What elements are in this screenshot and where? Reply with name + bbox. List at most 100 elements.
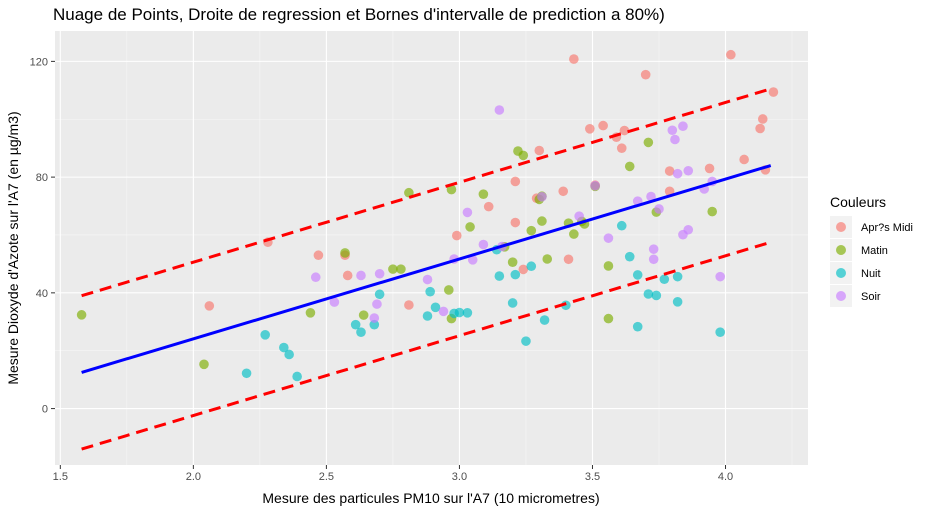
y-tick-label: 80	[36, 172, 48, 184]
data-point	[284, 349, 294, 360]
lines-layer	[81, 87, 772, 451]
data-point	[478, 239, 489, 250]
data-point	[542, 254, 553, 264]
data-point	[241, 368, 252, 379]
legend-swatch	[836, 268, 846, 278]
data-point	[670, 134, 680, 145]
data-point	[462, 308, 473, 318]
data-point	[518, 264, 529, 275]
x-tick-label: 4.0	[718, 471, 733, 483]
legend-label: Matin	[861, 245, 888, 257]
data-point	[526, 225, 537, 236]
data-point	[292, 371, 302, 382]
data-point	[451, 230, 462, 241]
data-point	[624, 251, 635, 262]
lower-bound-line	[81, 240, 772, 451]
data-point	[619, 125, 630, 136]
data-point	[574, 211, 584, 221]
data-point	[632, 270, 643, 280]
data-point	[462, 207, 473, 218]
legend-swatch	[836, 222, 846, 232]
data-point	[313, 250, 324, 261]
x-tick-label: 3.0	[452, 471, 467, 483]
data-point	[667, 125, 678, 136]
data-point	[643, 289, 654, 299]
data-point	[430, 302, 441, 313]
data-point	[603, 313, 614, 324]
data-point	[369, 319, 380, 330]
data-point	[388, 264, 398, 274]
legend-title: Couleurs	[830, 194, 886, 210]
data-point	[310, 272, 321, 283]
data-point	[768, 87, 779, 97]
data-point	[569, 229, 579, 239]
panel-background	[55, 31, 808, 465]
x-tick-label: 1.5	[53, 471, 68, 483]
data-point	[342, 270, 353, 281]
legend-swatch	[836, 291, 846, 301]
regression-line	[81, 164, 772, 374]
data-point	[404, 300, 414, 310]
grid-minor	[55, 31, 808, 465]
chart-title: Nuage de Points, Droite de regression et…	[53, 5, 665, 24]
data-point	[199, 359, 209, 370]
points-layer	[76, 49, 779, 382]
data-point	[659, 274, 670, 285]
data-point	[757, 114, 768, 124]
data-point	[374, 289, 385, 300]
data-point	[350, 319, 361, 330]
data-point	[369, 313, 380, 323]
data-point	[632, 321, 643, 332]
data-point	[539, 315, 550, 325]
data-point	[204, 301, 215, 311]
data-point	[396, 264, 406, 274]
data-point	[664, 166, 675, 176]
upper-bound-line	[81, 87, 772, 298]
data-point	[683, 224, 694, 235]
x-tick-label: 3.5	[585, 471, 600, 483]
data-point	[76, 310, 87, 320]
data-point	[279, 342, 289, 353]
data-point	[483, 201, 494, 212]
data-point	[755, 123, 765, 134]
x-axis-title: Mesure des particules PM10 sur l'A7 (10 …	[262, 490, 599, 506]
data-point	[526, 261, 537, 272]
x-tick-label: 2.5	[319, 471, 334, 483]
data-point	[478, 189, 489, 199]
data-point	[422, 274, 433, 285]
data-point	[715, 271, 725, 282]
data-point	[598, 120, 608, 131]
data-point	[651, 290, 662, 301]
legend-label: Nuit	[861, 268, 881, 280]
legend: Couleurs Apr?s Midi Matin Nuit Soir	[830, 194, 913, 307]
legend-label: Apr?s Midi	[861, 222, 913, 234]
data-point	[739, 154, 749, 165]
data-point	[678, 121, 688, 131]
legend-items: Apr?s Midi Matin Nuit Soir	[830, 216, 913, 307]
data-point	[648, 254, 659, 265]
data-point	[534, 145, 545, 156]
y-axis: 0 40 80 120	[30, 56, 55, 416]
data-point	[646, 191, 656, 202]
data-point	[616, 220, 627, 231]
y-axis-title: Mesure Dioxyde d'Azote sur l'A7 (en µg/m…	[5, 111, 21, 384]
data-point	[305, 308, 316, 318]
data-point	[465, 222, 475, 232]
legend-label: Soir	[861, 291, 881, 303]
data-point	[358, 310, 369, 320]
x-axis: 1.5 2.0 2.5 3.0 3.5 4.0	[53, 465, 733, 483]
y-tick-label: 0	[42, 404, 48, 416]
data-point	[643, 137, 654, 148]
data-point	[672, 297, 683, 307]
data-point	[603, 261, 614, 271]
data-point	[422, 311, 433, 321]
data-point	[726, 49, 736, 60]
data-point	[494, 105, 505, 115]
data-point	[425, 286, 435, 297]
data-point	[404, 187, 414, 198]
data-point	[672, 168, 683, 179]
data-point	[494, 271, 505, 281]
data-point	[438, 306, 449, 317]
